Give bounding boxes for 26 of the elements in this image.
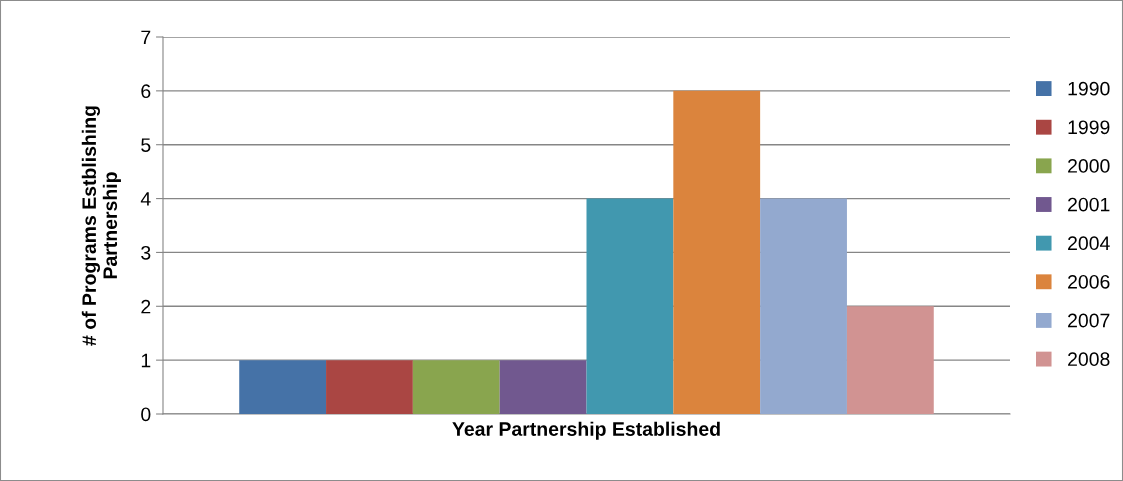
- y-tick-label: 7: [141, 30, 151, 45]
- y-tick-label: 0: [141, 407, 151, 422]
- y-tick-label: 3: [141, 245, 151, 260]
- bar: [586, 198, 674, 414]
- bar: [760, 198, 847, 414]
- legend-label: 2008: [1068, 352, 1110, 367]
- y-tick-label: 5: [141, 138, 151, 152]
- bar: [499, 360, 587, 414]
- y-tick-label: 1: [141, 353, 151, 368]
- legend-label: 1990: [1068, 81, 1110, 96]
- x-axis-title: Year Partnership Established: [452, 421, 720, 440]
- bar: [846, 306, 934, 414]
- bar: [412, 360, 500, 414]
- y-tick-label: 4: [140, 192, 151, 206]
- bar: [239, 360, 327, 414]
- legend-label: 2000: [1068, 159, 1110, 173]
- y-axis-title: # of Programs Estblishing Partnership: [81, 106, 121, 346]
- bar: [326, 360, 413, 414]
- legend-label: 1999: [1068, 120, 1110, 135]
- legend-label: 2007: [1068, 313, 1110, 328]
- bar: [673, 90, 761, 414]
- y-tick-label: 2: [141, 299, 151, 314]
- y-tick-label: 6: [141, 84, 151, 99]
- legend-label: 2006: [1068, 274, 1110, 289]
- legend-label: 2004: [1068, 236, 1110, 251]
- legend-label: 2001: [1068, 197, 1110, 212]
